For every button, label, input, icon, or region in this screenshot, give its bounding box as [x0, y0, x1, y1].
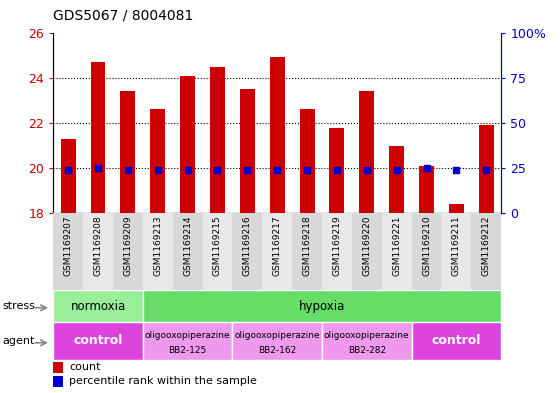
- Point: [94, 165, 102, 171]
- Bar: [91, 62, 105, 213]
- Bar: [292, 213, 322, 290]
- Point: [153, 167, 162, 173]
- Bar: [329, 127, 344, 213]
- Text: GSM1169210: GSM1169210: [422, 216, 431, 276]
- Text: GSM1169216: GSM1169216: [243, 216, 252, 276]
- Text: GSM1169219: GSM1169219: [333, 216, 342, 276]
- Text: stress: stress: [3, 301, 36, 311]
- Point: [302, 167, 311, 173]
- Point: [243, 167, 252, 173]
- Bar: [113, 213, 143, 290]
- Bar: [53, 290, 143, 322]
- Text: GDS5067 / 8004081: GDS5067 / 8004081: [53, 9, 194, 23]
- Bar: [441, 213, 472, 290]
- Text: oligooxopiperazine: oligooxopiperazine: [235, 331, 320, 340]
- Text: count: count: [69, 362, 100, 372]
- Bar: [352, 213, 382, 290]
- Text: oligooxopiperazine: oligooxopiperazine: [145, 331, 230, 340]
- Text: GSM1169211: GSM1169211: [452, 216, 461, 276]
- Bar: [232, 322, 322, 360]
- Text: GSM1169209: GSM1169209: [123, 216, 132, 276]
- Text: GSM1169218: GSM1169218: [302, 216, 311, 276]
- Point: [392, 167, 401, 173]
- Text: control: control: [432, 334, 481, 347]
- Text: GSM1169215: GSM1169215: [213, 216, 222, 276]
- Text: agent: agent: [3, 336, 35, 346]
- Bar: [270, 57, 284, 213]
- Bar: [150, 109, 165, 213]
- Bar: [180, 75, 195, 213]
- Bar: [53, 322, 143, 360]
- Bar: [479, 125, 494, 213]
- Point: [183, 167, 192, 173]
- Bar: [382, 213, 412, 290]
- Bar: [449, 204, 464, 213]
- Bar: [143, 213, 172, 290]
- Text: GSM1169220: GSM1169220: [362, 216, 371, 276]
- Bar: [232, 213, 262, 290]
- Point: [452, 167, 461, 173]
- Text: GSM1169212: GSM1169212: [482, 216, 491, 276]
- Bar: [53, 362, 63, 373]
- Bar: [262, 213, 292, 290]
- Bar: [60, 139, 76, 213]
- Text: BB2-125: BB2-125: [169, 346, 207, 355]
- Point: [64, 167, 73, 173]
- Bar: [203, 213, 232, 290]
- Bar: [322, 213, 352, 290]
- Bar: [53, 213, 83, 290]
- Point: [422, 165, 431, 171]
- Bar: [53, 376, 63, 387]
- Text: GSM1169221: GSM1169221: [392, 216, 401, 276]
- Bar: [143, 290, 501, 322]
- Bar: [419, 166, 434, 213]
- Point: [362, 167, 371, 173]
- Bar: [360, 91, 374, 213]
- Text: GSM1169207: GSM1169207: [64, 216, 73, 276]
- Text: percentile rank within the sample: percentile rank within the sample: [69, 376, 256, 386]
- Bar: [472, 213, 501, 290]
- Bar: [240, 89, 255, 213]
- Bar: [210, 66, 225, 213]
- Point: [213, 167, 222, 173]
- Text: oligooxopiperazine: oligooxopiperazine: [324, 331, 409, 340]
- Point: [273, 167, 282, 173]
- Point: [123, 167, 132, 173]
- Bar: [83, 213, 113, 290]
- Point: [482, 167, 491, 173]
- Bar: [300, 109, 315, 213]
- Text: BB2-282: BB2-282: [348, 346, 386, 355]
- Bar: [322, 322, 412, 360]
- Bar: [172, 213, 203, 290]
- Text: GSM1169214: GSM1169214: [183, 216, 192, 276]
- Text: normoxia: normoxia: [71, 299, 125, 313]
- Text: GSM1169213: GSM1169213: [153, 216, 162, 276]
- Bar: [389, 145, 404, 213]
- Bar: [120, 91, 136, 213]
- Text: control: control: [73, 334, 123, 347]
- Point: [333, 167, 342, 173]
- Text: BB2-162: BB2-162: [258, 346, 296, 355]
- Bar: [412, 322, 501, 360]
- Bar: [143, 322, 232, 360]
- Text: GSM1169217: GSM1169217: [273, 216, 282, 276]
- Text: GSM1169208: GSM1169208: [94, 216, 102, 276]
- Text: hypoxia: hypoxia: [299, 299, 345, 313]
- Bar: [412, 213, 441, 290]
